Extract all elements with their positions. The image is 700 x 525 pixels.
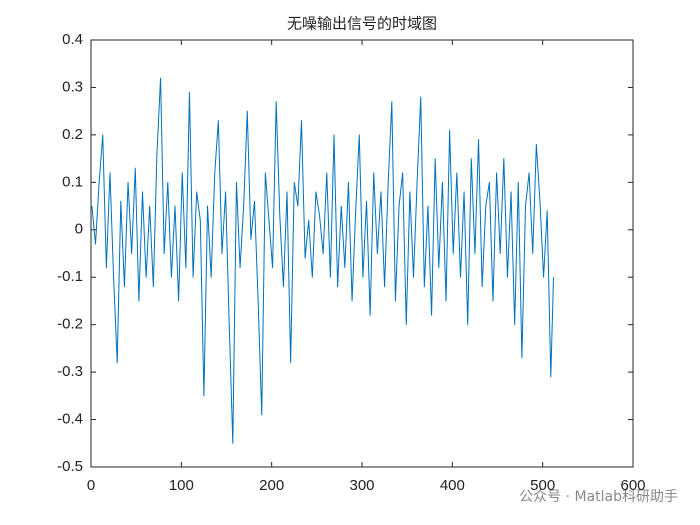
y-tick-label: -0.2 (57, 316, 83, 333)
x-tick-label: 0 (87, 477, 95, 494)
y-tick-label: -0.3 (57, 363, 83, 380)
y-tick-label: 0.4 (62, 31, 83, 48)
signal-line (91, 77, 555, 444)
x-tick-label: 200 (259, 477, 284, 494)
y-tick-label: 0.3 (62, 78, 83, 95)
y-tick-label: -0.1 (57, 268, 83, 285)
chart-title: 无噪输出信号的时域图 (287, 15, 437, 33)
x-tick-label: 100 (169, 477, 194, 494)
x-tick-label: 300 (349, 477, 374, 494)
y-tick-label: -0.4 (57, 411, 83, 428)
watermark: 公众号 · Matlab科研助手 (519, 489, 678, 505)
y-tick-label: 0 (75, 221, 83, 238)
x-tick-label: 400 (440, 477, 465, 494)
x-tick-label: 500 (530, 477, 555, 494)
y-tick-label: 0.1 (62, 173, 83, 190)
x-tick-label: 600 (620, 477, 645, 494)
y-tick-label: 0.2 (62, 126, 83, 143)
y-tick-label: -0.5 (57, 458, 83, 475)
